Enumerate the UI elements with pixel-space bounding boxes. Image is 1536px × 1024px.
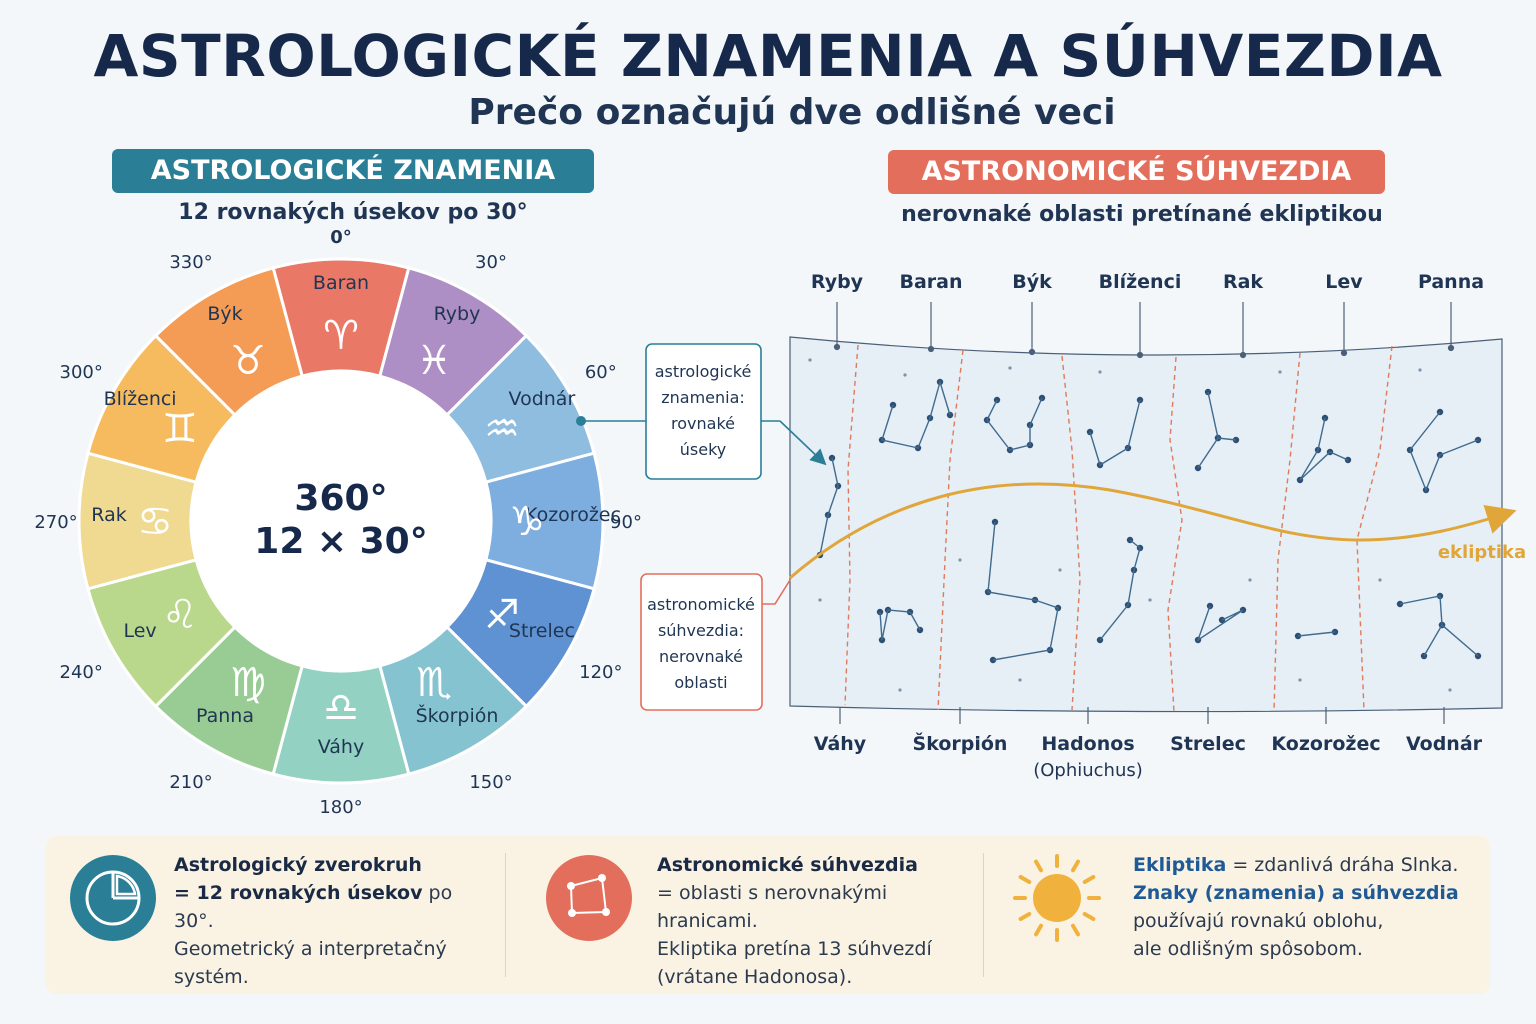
bottom-constellation-label: Hadonos: [1041, 733, 1134, 755]
degree-label: 270°: [34, 512, 77, 533]
info-zodiac: Astrologický zverokruh = 12 rovnakých ús…: [174, 851, 494, 991]
info-ecliptic-title-rest: = zdanlivá dráha Slnka.: [1226, 854, 1459, 876]
sign-name: Blíženci: [104, 388, 177, 410]
degree-label: 330°: [169, 252, 212, 273]
bottom-constellation-label: Škorpión: [913, 731, 1008, 755]
info-constellations-line4: (vrátane Hadonosa).: [657, 966, 853, 988]
sign-symbol-icon: ♎: [323, 685, 359, 731]
callout-line: astronomické: [647, 595, 755, 614]
sky-strip: [789, 336, 1503, 713]
bottom-constellation-label: Strelec: [1170, 733, 1246, 755]
sign-symbol-icon: ♊: [162, 406, 198, 452]
constellations-subheader: nerovnaké oblasti pretínané ekliptikou: [901, 202, 1383, 227]
info-ecliptic: Ekliptika = zdanlivá dráha Slnka. Znaky …: [1133, 851, 1478, 963]
sign-name: Býk: [207, 303, 242, 325]
top-constellation-label: Baran: [899, 271, 962, 293]
top-constellation-label: Ryby: [811, 271, 864, 293]
callout-line: oblasti: [674, 673, 727, 692]
degree-label: 90°: [610, 512, 642, 533]
degree-label: 210°: [169, 772, 212, 793]
ecliptic-label: ekliptika: [1438, 542, 1526, 563]
sign-symbol-icon: ♑: [509, 499, 545, 545]
bottom-constellation-label: Kozorožec: [1271, 733, 1380, 755]
degree-label: 60°: [585, 362, 617, 383]
info-ecliptic-line3: používajú rovnakú oblohu,: [1133, 910, 1384, 932]
info-zodiac-line3: Geometrický a interpretačný: [174, 938, 447, 960]
degree-label: 30°: [475, 252, 507, 273]
callout-line: astrologické: [655, 362, 752, 381]
bottom-constellation-label: Vodnár: [1406, 733, 1483, 755]
sign-symbol-icon: ♏: [416, 660, 452, 706]
callout-line: nerovnaké: [659, 647, 743, 666]
info-constellations: Astronomické súhvezdia = oblasti s nerov…: [657, 851, 977, 991]
ophiuchus-sublabel: (Ophiuchus): [1033, 760, 1143, 781]
sign-name: Ryby: [434, 303, 481, 325]
degree-label: 180°: [319, 797, 362, 818]
sign-name: Baran: [313, 272, 369, 294]
info-divider-2: [983, 853, 984, 977]
info-zodiac-rest: po 30°.: [174, 882, 453, 932]
sign-name: Váhy: [318, 736, 364, 758]
ecliptic-line: [789, 482, 1517, 580]
top-constellation-label: Rak: [1223, 271, 1263, 293]
page-title: ASTROLOGICKÉ ZNAMENIA A SÚHVEZDIA: [93, 22, 1443, 90]
info-constellations-line3: Ekliptika pretína 13 súhvezdí: [657, 938, 932, 960]
sign-name: Vodnár: [509, 388, 576, 410]
sign-name: Kozorožec: [525, 504, 621, 526]
sign-symbol-icon: ♒: [484, 406, 520, 452]
callout-line: znamenia:: [661, 388, 745, 407]
degree-label: 240°: [60, 662, 103, 683]
callout-line: úseky: [680, 440, 726, 459]
astrological-signs-header: ASTROLOGICKÉ ZNAMENIA: [112, 149, 594, 193]
degree-label: 150°: [469, 772, 512, 793]
sign-symbol-icon: ♓: [416, 338, 452, 384]
sign-symbol-icon: ♉: [230, 338, 266, 384]
degree-label: 0°: [330, 227, 352, 248]
sign-name: Strelec: [509, 620, 575, 642]
sign-symbol-icon: ♋: [137, 499, 173, 545]
astrological-signs-subheader: 12 rovnakých úsekov po 30°: [178, 200, 528, 225]
sign-symbol-icon: ♈: [323, 313, 359, 359]
callout-line: rovnaké: [671, 414, 735, 433]
sign-name: Lev: [123, 620, 156, 642]
sign-symbol-icon: ♍: [230, 660, 266, 706]
sign-name: Rak: [91, 504, 126, 526]
bottom-constellation-label: Váhy: [814, 733, 867, 755]
callout-line: súhvezdia:: [658, 621, 744, 640]
info-constellations-title: Astronomické súhvezdia: [657, 854, 918, 876]
sign-symbol-icon: ♌: [162, 592, 198, 638]
page-subtitle: Prečo označujú dve odlišné veci: [468, 92, 1116, 133]
info-ecliptic-title: Ekliptika: [1133, 854, 1227, 876]
info-panel: [46, 836, 1490, 994]
wheel-center-total: 360°: [294, 478, 387, 519]
info-ecliptic-line2: Znaky (znamenia) a súhvezdia: [1133, 882, 1459, 904]
info-zodiac-bold: = 12 rovnakých úsekov: [174, 882, 423, 904]
info-divider-1: [505, 853, 506, 977]
constellations-header: ASTRONOMICKÉ SÚHVEZDIA: [888, 150, 1385, 194]
info-zodiac-title: Astrologický zverokruh: [174, 854, 422, 876]
degree-label: 120°: [579, 662, 622, 683]
info-zodiac-line4: systém.: [174, 966, 249, 988]
top-constellation-label: Blíženci: [1099, 271, 1182, 293]
wheel-center-division: 12 × 30°: [254, 521, 427, 562]
callout-signs-box: [645, 343, 762, 480]
info-constellations-line2: = oblasti s nerovnakými hranicami.: [657, 882, 888, 932]
info-ecliptic-line4: ale odlišným spôsobom.: [1133, 938, 1363, 960]
degree-label: 300°: [60, 362, 103, 383]
sign-name: Škorpión: [416, 703, 499, 727]
top-constellation-label: Panna: [1418, 271, 1484, 293]
sign-symbol-icon: ♐: [484, 592, 520, 638]
callout-constellations-box: [640, 573, 763, 711]
top-constellation-label: Lev: [1325, 271, 1363, 293]
sign-name: Panna: [196, 705, 254, 727]
top-constellation-label: Býk: [1012, 271, 1052, 293]
